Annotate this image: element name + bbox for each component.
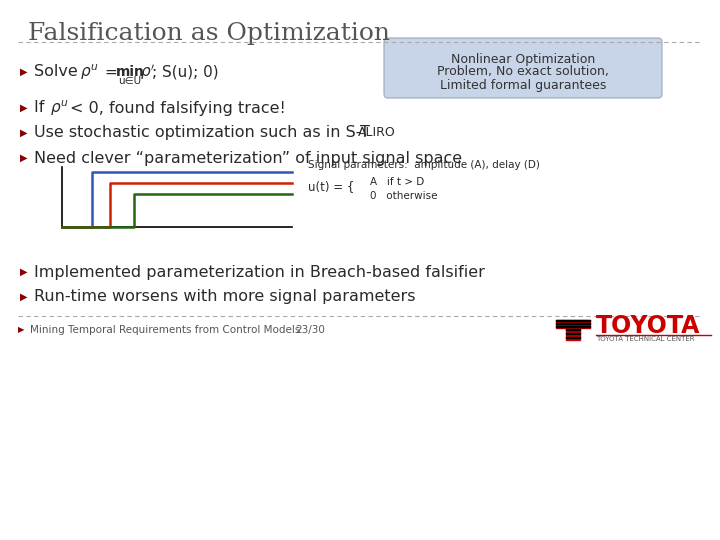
Text: Nonlinear Optimization: Nonlinear Optimization bbox=[451, 52, 595, 65]
Text: Implemented parameterization in Breach-based falsifier: Implemented parameterization in Breach-b… bbox=[34, 265, 485, 280]
Text: u∈U: u∈U bbox=[118, 76, 141, 86]
Text: $\rho^u$: $\rho^u$ bbox=[80, 62, 99, 82]
Text: Falsification as Optimization: Falsification as Optimization bbox=[28, 22, 390, 45]
Text: min: min bbox=[116, 65, 145, 79]
Text: A   if t > D: A if t > D bbox=[370, 177, 424, 187]
Text: Limited formal guarantees: Limited formal guarantees bbox=[440, 78, 606, 91]
Text: Problem, No exact solution,: Problem, No exact solution, bbox=[437, 65, 609, 78]
Text: Mining Temporal Requirements from Control Models: Mining Temporal Requirements from Contro… bbox=[30, 325, 300, 335]
Text: $\rho^u$: $\rho^u$ bbox=[50, 98, 68, 118]
Text: 0   otherwise: 0 otherwise bbox=[370, 191, 438, 201]
Bar bbox=[566, 336, 580, 338]
Bar bbox=[566, 328, 580, 330]
Bar bbox=[566, 326, 580, 340]
Text: 23/30: 23/30 bbox=[295, 325, 325, 335]
Bar bbox=[566, 333, 580, 334]
Text: < 0, found falsifying trace!: < 0, found falsifying trace! bbox=[70, 100, 286, 116]
Text: ▶: ▶ bbox=[20, 67, 27, 77]
Text: ; S(u); 0): ; S(u); 0) bbox=[152, 64, 219, 79]
Text: Run-time worsens with more signal parameters: Run-time worsens with more signal parame… bbox=[34, 289, 415, 305]
FancyBboxPatch shape bbox=[384, 38, 662, 98]
Text: ▶: ▶ bbox=[20, 128, 27, 138]
Text: TOYOTA TECHNICAL CENTER: TOYOTA TECHNICAL CENTER bbox=[596, 336, 695, 342]
Text: If: If bbox=[34, 100, 50, 116]
Bar bbox=[556, 320, 590, 321]
Text: ALIRO: ALIRO bbox=[358, 126, 396, 139]
Text: Need clever “parameterization” of input signal space: Need clever “parameterization” of input … bbox=[34, 151, 462, 165]
Text: ▶: ▶ bbox=[20, 292, 27, 302]
Text: Solve: Solve bbox=[34, 64, 78, 79]
Text: TOYOTA: TOYOTA bbox=[596, 314, 701, 338]
Text: Signal parameters:  amplitude (A), delay (D): Signal parameters: amplitude (A), delay … bbox=[308, 160, 540, 170]
Text: $\rho'$: $\rho'$ bbox=[140, 62, 156, 82]
Text: ▶: ▶ bbox=[18, 326, 24, 334]
Bar bbox=[556, 326, 590, 327]
Text: u(t) = {: u(t) = { bbox=[308, 180, 354, 193]
Text: =: = bbox=[104, 64, 117, 79]
Bar bbox=[556, 320, 590, 328]
Text: Use stochastic optimization such as in S-T: Use stochastic optimization such as in S… bbox=[34, 125, 370, 140]
Text: ▶: ▶ bbox=[20, 103, 27, 113]
Bar bbox=[556, 322, 590, 324]
Text: ▶: ▶ bbox=[20, 267, 27, 277]
Text: ▶: ▶ bbox=[20, 153, 27, 163]
